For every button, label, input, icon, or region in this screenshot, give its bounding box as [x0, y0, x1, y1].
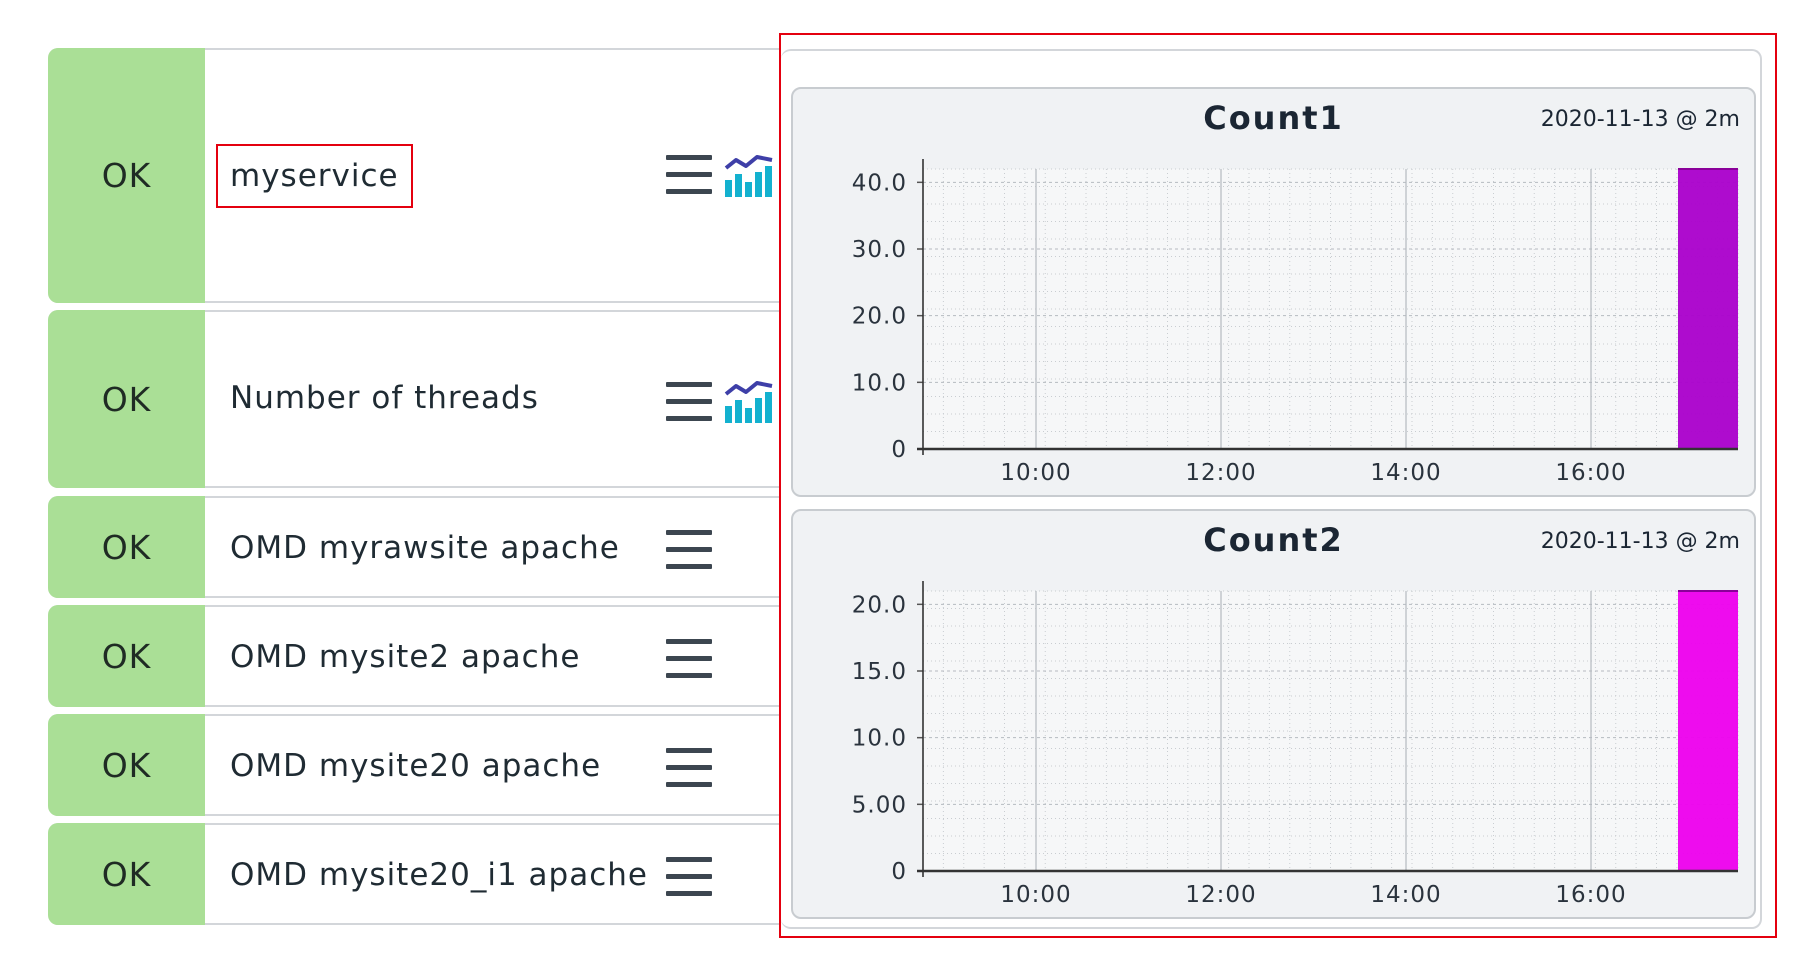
graph-plot: 0 10.0 20.0 30.0 40.0 10:00 12:00 14:00 16:00	[852, 159, 1739, 486]
graph-title: Count1	[1203, 99, 1344, 137]
y-tick-label: 20.0	[852, 304, 907, 330]
hamburger-menu-icon[interactable]	[666, 530, 712, 570]
x-tick-label: 16:00	[1555, 882, 1626, 908]
hamburger-menu-icon[interactable]	[666, 857, 712, 897]
x-tick-label: 14:00	[1370, 460, 1441, 486]
plot-grid	[922, 590, 1739, 872]
popup-frame	[781, 49, 1762, 929]
y-tick-label: 40.0	[852, 170, 907, 196]
data-bar	[1678, 169, 1738, 449]
x-tick-label: 16:00	[1555, 460, 1626, 486]
state-badge: OK	[48, 48, 205, 303]
performance-graph-icon[interactable]	[724, 378, 774, 424]
state-badge: OK	[48, 496, 205, 598]
y-tick-label: 30.0	[852, 237, 907, 263]
graph-panel-count2[interactable]: Count2 2020-11-13 @ 2m 0 5.00 10.0 15.0 20.0…	[791, 509, 1756, 919]
data-bar	[1678, 591, 1738, 871]
x-tick-label: 10:00	[1000, 460, 1071, 486]
graph-hover-popup: Count1 2020-11-13 @ 2m 0 10.0 20.0 30.0 40.0…	[779, 33, 1777, 938]
performance-graph-icon[interactable]	[724, 152, 774, 198]
y-tick-label: 5.00	[852, 792, 907, 818]
hamburger-menu-icon[interactable]	[666, 382, 712, 422]
service-name[interactable]: OMD mysite2 apache	[230, 639, 581, 675]
state-badge: OK	[48, 823, 205, 925]
service-name[interactable]: OMD mysite20_i1 apache	[230, 857, 648, 893]
state-badge: OK	[48, 310, 205, 488]
x-tick-label: 12:00	[1185, 460, 1256, 486]
y-tick-label: 10.0	[852, 726, 907, 752]
y-tick-label: 10.0	[852, 370, 907, 396]
graph-plot: 0 5.00 10.0 15.0 20.0 10:00 12:00 14:00 16:00	[852, 581, 1739, 908]
y-tick-label: 0	[891, 859, 907, 885]
x-tick-label: 10:00	[1000, 882, 1071, 908]
service-name[interactable]: Number of threads	[230, 380, 539, 416]
service-name[interactable]: myservice	[216, 144, 413, 208]
graph-timestamp: 2020-11-13 @ 2m	[1540, 107, 1740, 132]
hamburger-menu-icon[interactable]	[666, 748, 712, 788]
graph-timestamp: 2020-11-13 @ 2m	[1540, 529, 1740, 554]
plot-grid	[922, 168, 1739, 450]
y-tick-label: 0	[891, 437, 907, 463]
service-name[interactable]: OMD myrawsite apache	[230, 530, 620, 566]
graph-title: Count2	[1203, 521, 1344, 559]
service-name[interactable]: OMD mysite20 apache	[230, 748, 602, 784]
x-tick-label: 14:00	[1370, 882, 1441, 908]
state-badge: OK	[48, 714, 205, 816]
x-tick-label: 12:00	[1185, 882, 1256, 908]
y-tick-label: 15.0	[852, 659, 907, 685]
state-badge: OK	[48, 605, 205, 707]
y-tick-label: 20.0	[852, 592, 907, 618]
hamburger-menu-icon[interactable]	[666, 155, 712, 195]
graph-panel-count1[interactable]: Count1 2020-11-13 @ 2m 0 10.0 20.0 30.0 40.0…	[791, 87, 1756, 497]
hamburger-menu-icon[interactable]	[666, 639, 712, 679]
